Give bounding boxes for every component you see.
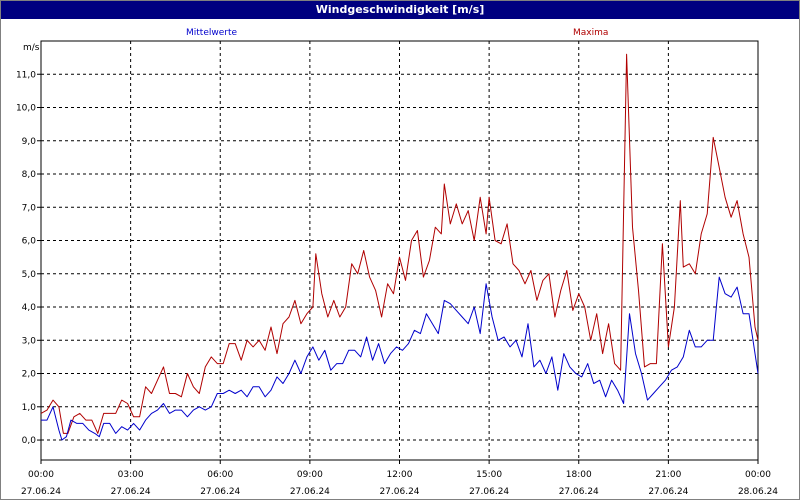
series-lines [40, 53, 759, 441]
series-line-mittelwerte [41, 276, 759, 441]
x-tick-time-label: 06:00 [207, 470, 233, 480]
x-tick-time-label: 09:00 [297, 470, 323, 480]
x-tick-time-label: 21:00 [655, 470, 681, 480]
y-tick-label: 11,0 [16, 70, 36, 80]
y-tick-label: 7,0 [22, 203, 37, 213]
x-tick-date-label: 27.06.24 [379, 487, 419, 497]
x-tick-time-label: 15:00 [476, 470, 502, 480]
chart-title: Windgeschwindigkeit [m/s] [1, 1, 799, 19]
chart-grid [41, 41, 758, 460]
legend-mittelwerte: Mittelwerte [186, 28, 237, 38]
x-tick-date-label: 28.06.24 [738, 487, 778, 497]
series-line-maxima [40, 53, 759, 434]
x-tick-date-label: 27.06.24 [290, 487, 330, 497]
y-tick-label: 2,0 [22, 370, 37, 380]
legend-maxima: Maxima [573, 28, 608, 38]
y-tick-label: 10,0 [16, 104, 36, 114]
x-tick-time-label: 18:00 [566, 470, 592, 480]
y-axis-unit-label: m/s [23, 43, 40, 53]
x-tick-date-label: 27.06.24 [648, 487, 688, 497]
y-tick-label: 8,0 [22, 170, 37, 180]
y-tick-label: 0,0 [22, 436, 37, 446]
x-tick-date-label: 27.06.24 [469, 487, 509, 497]
y-tick-label: 5,0 [22, 270, 37, 280]
y-tick-label: 6,0 [22, 237, 37, 247]
x-tick-date-label: 27.06.24 [21, 487, 61, 497]
x-tick-time-label: 12:00 [387, 470, 413, 480]
x-tick-date-label: 27.06.24 [200, 487, 240, 497]
x-tick-date-label: 27.06.24 [559, 487, 599, 497]
x-tick-time-label: 00:00 [745, 470, 771, 480]
y-tick-label: 4,0 [22, 303, 37, 313]
x-axis: 00:00 27.06.24 03:00 27.06.24 06:00 27.06.24 0… [21, 460, 778, 497]
x-tick-date-label: 27.06.24 [111, 487, 151, 497]
x-tick-time-label: 00:00 [28, 470, 54, 480]
y-axis: 0,0 1,0 2,0 3,0 4,0 5,0 6,0 7,0 8,0 9,0 10,0 11,0 [16, 70, 41, 446]
x-tick-time-label: 03:00 [118, 470, 144, 480]
y-tick-label: 9,0 [22, 137, 37, 147]
y-tick-label: 3,0 [22, 336, 37, 346]
y-tick-label: 1,0 [22, 403, 37, 413]
